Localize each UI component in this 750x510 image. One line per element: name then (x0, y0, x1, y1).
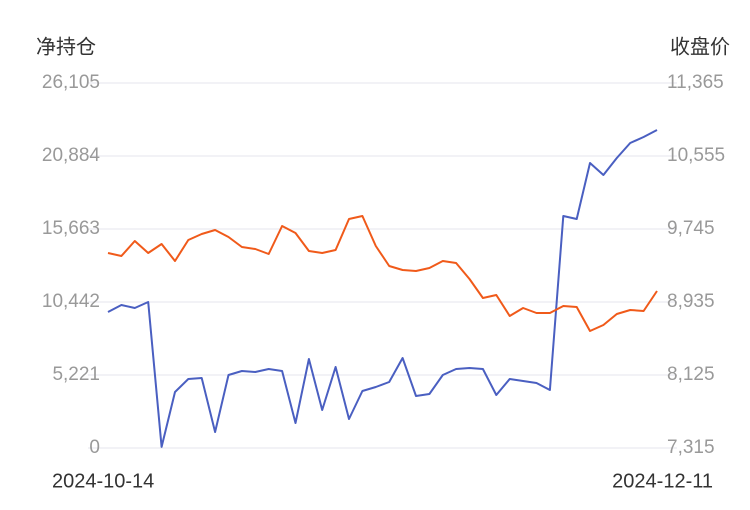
y-tick-label: 10,442 (42, 291, 100, 312)
series-line (107, 129, 658, 448)
y-tick-label: 26,105 (42, 72, 100, 93)
y2-tick-label: 8,125 (667, 364, 715, 385)
y2-tick-label: 10,555 (667, 145, 725, 166)
y-axis-title: 净持仓 (36, 35, 96, 58)
y2-axis-title: 收盘价 (670, 35, 730, 58)
series-line (107, 215, 658, 332)
y-tick-label: 20,884 (42, 145, 101, 166)
y-tick-label: 5,221 (52, 364, 100, 385)
x-tick-label: 2024-12-11 (612, 470, 713, 492)
y2-tick-label: 8,935 (667, 291, 715, 312)
y2-tick-label: 9,745 (667, 218, 715, 239)
y2-tick-label: 11,365 (667, 72, 724, 93)
y-tick-label: 15,663 (42, 218, 100, 239)
y2-tick-label: 7,315 (667, 437, 715, 458)
x-tick-label: 2024-10-14 (52, 470, 154, 492)
y-tick-label: 0 (89, 437, 100, 458)
